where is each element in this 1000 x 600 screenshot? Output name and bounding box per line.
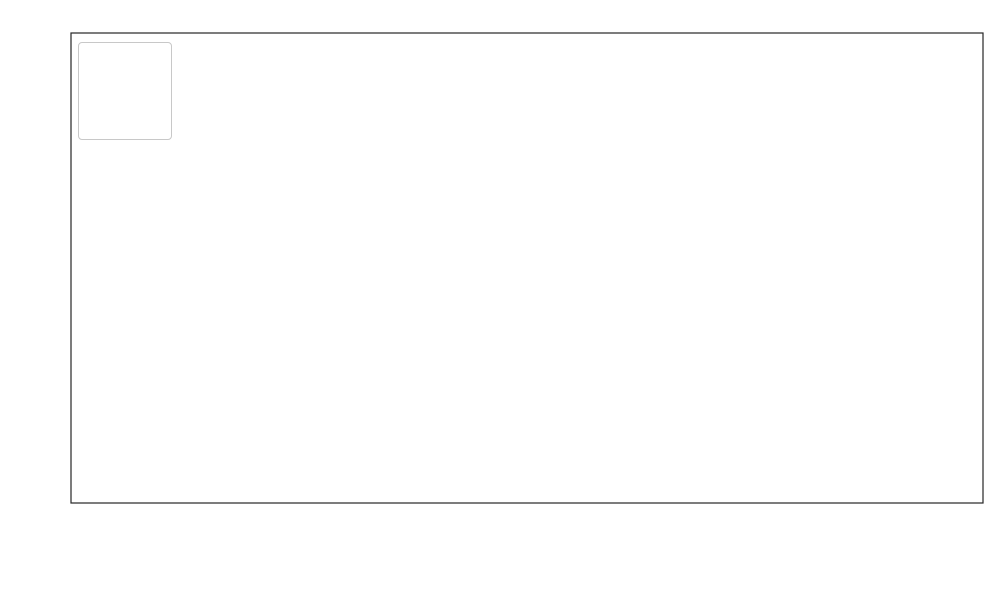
min-dot-icon [94,118,103,127]
legend-item-average [86,49,161,70]
median-line-swatch [86,79,111,82]
max-line-swatch [86,100,111,103]
min-line-swatch [86,121,111,124]
plot-border [70,32,984,504]
average-line-swatch [86,58,111,61]
legend-item-min [86,112,161,133]
median-dot-icon [94,76,103,85]
legend-item-max [86,91,161,112]
legend [78,42,172,140]
legend-item-median [86,70,161,91]
average-dot-icon [94,55,103,64]
max-dot-icon [94,97,103,106]
